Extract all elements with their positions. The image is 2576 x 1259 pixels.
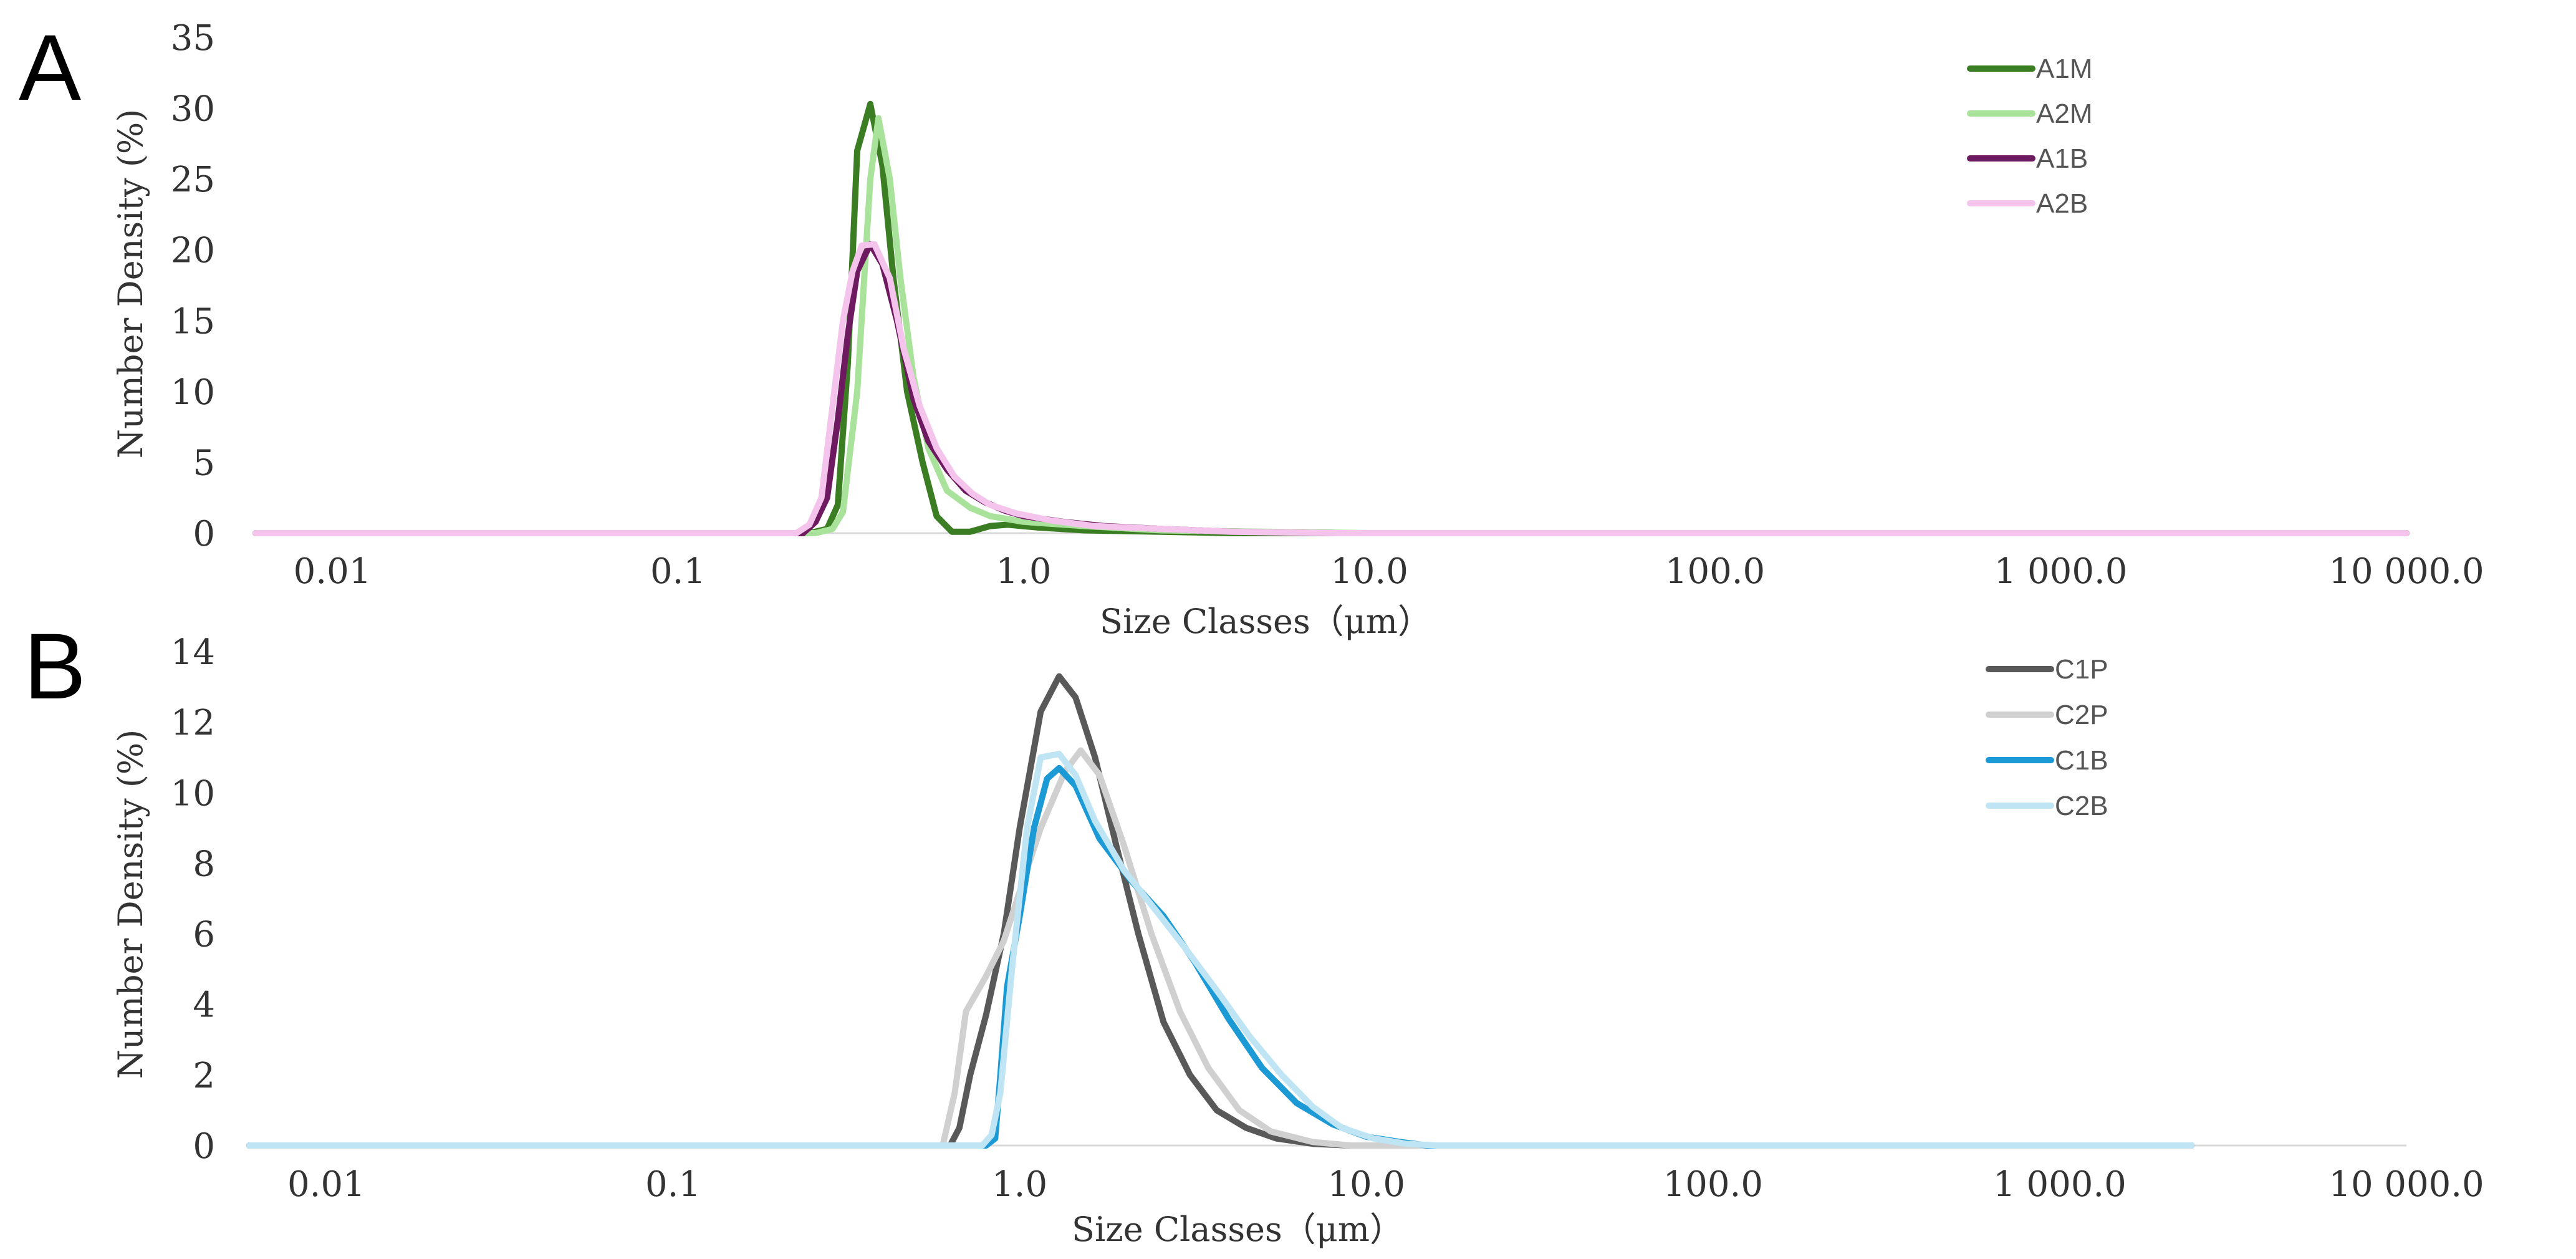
panel-b-x-tick-label: 1 000.0 bbox=[1993, 1164, 2127, 1205]
panel-b-x-tick-label: 100.0 bbox=[1663, 1164, 1763, 1205]
series-line-c2b bbox=[246, 751, 2195, 1149]
panel-a-plot: 0 5 10 15 20 25 30 35 0.01 0.1 1.0 10.0 100.0 1 000.0… bbox=[171, 18, 2484, 592]
series-line-c1p bbox=[246, 673, 2195, 1149]
panel-a: A Number Density (%) Size Classes（μm） 0 5… bbox=[19, 15, 2484, 641]
series-line-a2m bbox=[252, 115, 2410, 536]
panel-b-y-tick-label: 4 bbox=[193, 985, 215, 1026]
legend-label-c1p: C1P bbox=[2055, 654, 2108, 685]
panel-b-letter: B bbox=[24, 614, 86, 718]
panel-a-y-tick-label: 35 bbox=[171, 18, 215, 59]
panel-a-y-tick-label: 20 bbox=[171, 231, 215, 271]
panel-a-legend: A1M A2M A1B A2B bbox=[1967, 54, 2092, 219]
panel-a-y-tick-label: 25 bbox=[171, 160, 215, 200]
panel-a-y-axis-label: Number Density (%) bbox=[111, 109, 150, 459]
panel-b-y-axis-label: Number Density (%) bbox=[111, 730, 150, 1079]
panel-a-x-tick-label: 1 000.0 bbox=[1994, 551, 2128, 592]
panel-a-y-tick-label: 30 bbox=[171, 89, 215, 130]
panel-a-x-tick-label: 0.01 bbox=[294, 551, 372, 592]
panel-a-x-tick-label: 10.0 bbox=[1330, 551, 1408, 592]
panel-a-x-tick-label: 100.0 bbox=[1665, 551, 1765, 592]
legend-label-c2b: C2B bbox=[2055, 791, 2108, 821]
legend-label-c1b: C1B bbox=[2055, 745, 2108, 776]
panel-a-x-axis-label: Size Classes（μm） bbox=[1100, 602, 1431, 641]
legend-label-a1m: A1M bbox=[2036, 54, 2092, 84]
panel-a-x-tick-label: 10 000.0 bbox=[2328, 551, 2484, 592]
panel-b-x-tick-label: 0.1 bbox=[645, 1164, 701, 1205]
panel-a-y-tick-label: 10 bbox=[171, 372, 215, 413]
panel-a-y-tick-label: 15 bbox=[171, 301, 215, 342]
legend-label-a2b: A2B bbox=[2036, 188, 2088, 219]
panel-b-y-tick-label: 10 bbox=[171, 773, 215, 814]
panel-b-y-tick-label: 8 bbox=[193, 844, 215, 884]
series-line-a1m bbox=[252, 100, 2410, 536]
panel-b-legend: C1P C2P C1B C2B bbox=[1986, 654, 2108, 821]
panel-b-y-tick-label: 12 bbox=[171, 703, 215, 743]
panel-a-letter: A bbox=[19, 15, 81, 120]
panel-b-x-axis-label: Size Classes（μm） bbox=[1072, 1210, 1403, 1249]
panel-a-y-tick-label: 5 bbox=[193, 443, 215, 483]
panel-b: B Number Density (%) Size Classes（μm） 0 2… bbox=[24, 614, 2484, 1249]
panel-b-y-tick-label: 14 bbox=[171, 632, 215, 673]
panel-a-x-tick-label: 1.0 bbox=[996, 551, 1051, 592]
panel-b-x-tick-label: 0.01 bbox=[287, 1164, 365, 1205]
legend-label-c2p: C2P bbox=[2055, 700, 2108, 730]
panel-b-plot: 0 2 4 6 8 10 12 14 0.01 0.1 1.0 10.0 100.0 1 000.0 10 … bbox=[171, 632, 2484, 1205]
panel-b-x-tick-label: 10.0 bbox=[1327, 1164, 1405, 1205]
legend-label-a1b: A1B bbox=[2036, 143, 2088, 174]
panel-b-y-tick-label: 6 bbox=[193, 915, 215, 955]
series-line-a2b bbox=[252, 241, 2410, 536]
panel-b-y-tick-label: 2 bbox=[193, 1056, 215, 1096]
legend-label-a2m: A2M bbox=[2036, 99, 2092, 129]
panel-b-x-tick-label: 1.0 bbox=[992, 1164, 1047, 1205]
panel-a-x-tick-label: 0.1 bbox=[650, 551, 706, 592]
panel-a-y-tick-label: 0 bbox=[193, 514, 215, 554]
series-line-c2p bbox=[246, 747, 2195, 1149]
panel-b-y-tick-label: 0 bbox=[193, 1126, 215, 1167]
panel-b-x-tick-label: 10 000.0 bbox=[2328, 1164, 2484, 1205]
series-line-a1b bbox=[252, 241, 2410, 536]
